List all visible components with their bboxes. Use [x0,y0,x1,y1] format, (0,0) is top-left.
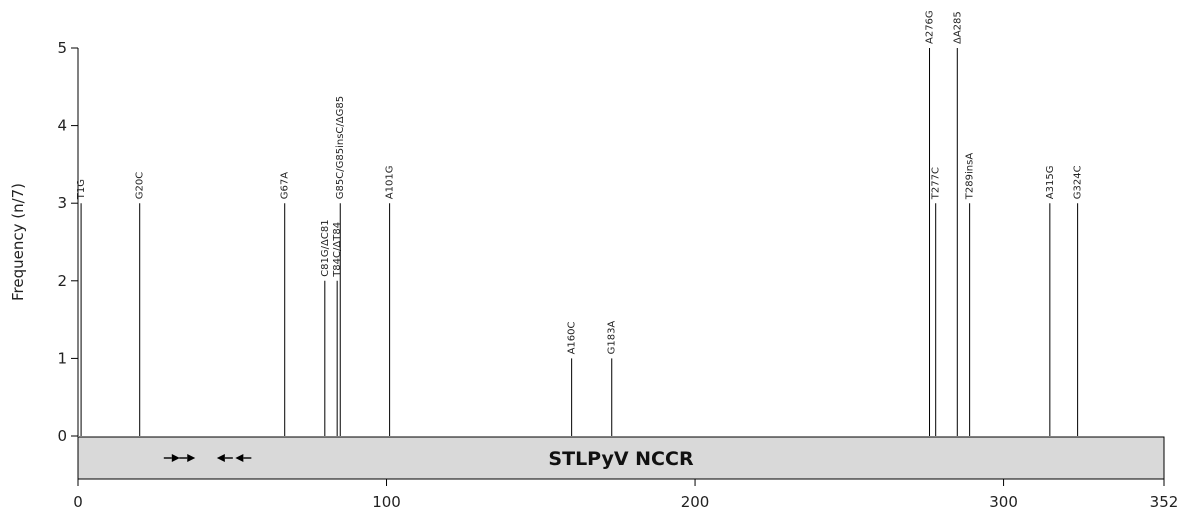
nccr-region: STLPyV NCCR [77,436,1165,480]
y-tick-label: 5 [57,39,67,57]
mutation-label: T277C [931,167,942,200]
y-tick-label: 0 [57,427,67,445]
mutation-label: G67A [280,172,291,199]
primer-arrow-head [171,454,180,462]
mutation-label: T1G [76,179,87,200]
mutation-label: G85C/G85insC/ΔG85 [335,96,346,199]
x-axis: 0 100 200 300 352 [73,478,1179,511]
y-tick-label: 2 [57,272,67,290]
primer-arrow-head [235,454,244,462]
y-tick-label: 1 [57,349,67,367]
mutation-label: G183A [607,321,618,355]
mutation-label: A101G [385,166,396,200]
mutation-stems: T1G G20C G67A C81G/ΔC81 T84C/ΔT84 G85C/G85ins… [76,10,1084,436]
mutation-label: G20C [135,172,146,199]
nccr-label: STLPyV NCCR [548,448,694,470]
mutation-label: A315G [1045,166,1056,200]
x-tick-label: 352 [1150,493,1179,511]
mutation-label: A276G [925,10,936,44]
primer-arrow-head [187,454,196,462]
mutation-label: C81G/ΔC81 [320,219,331,276]
x-tick-label: 300 [989,493,1018,511]
y-tick-label: 4 [57,117,67,135]
mutation-label: ΔA285 [952,11,963,44]
x-tick-label: 100 [372,493,401,511]
x-tick-label: 0 [73,493,83,511]
x-tick-label: 200 [681,493,710,511]
mutation-label: A160C [567,321,578,354]
primer-arrow-head [216,454,225,462]
y-axis: 0 1 2 3 4 5 [57,39,79,445]
y-tick-label: 3 [57,194,67,212]
mutation-label: G324C [1073,165,1084,199]
y-axis-title: Frequency (n/7) [9,183,27,301]
mutation-label: T84C/ΔT84 [332,222,343,278]
mutation-label: T289insA [965,153,976,201]
